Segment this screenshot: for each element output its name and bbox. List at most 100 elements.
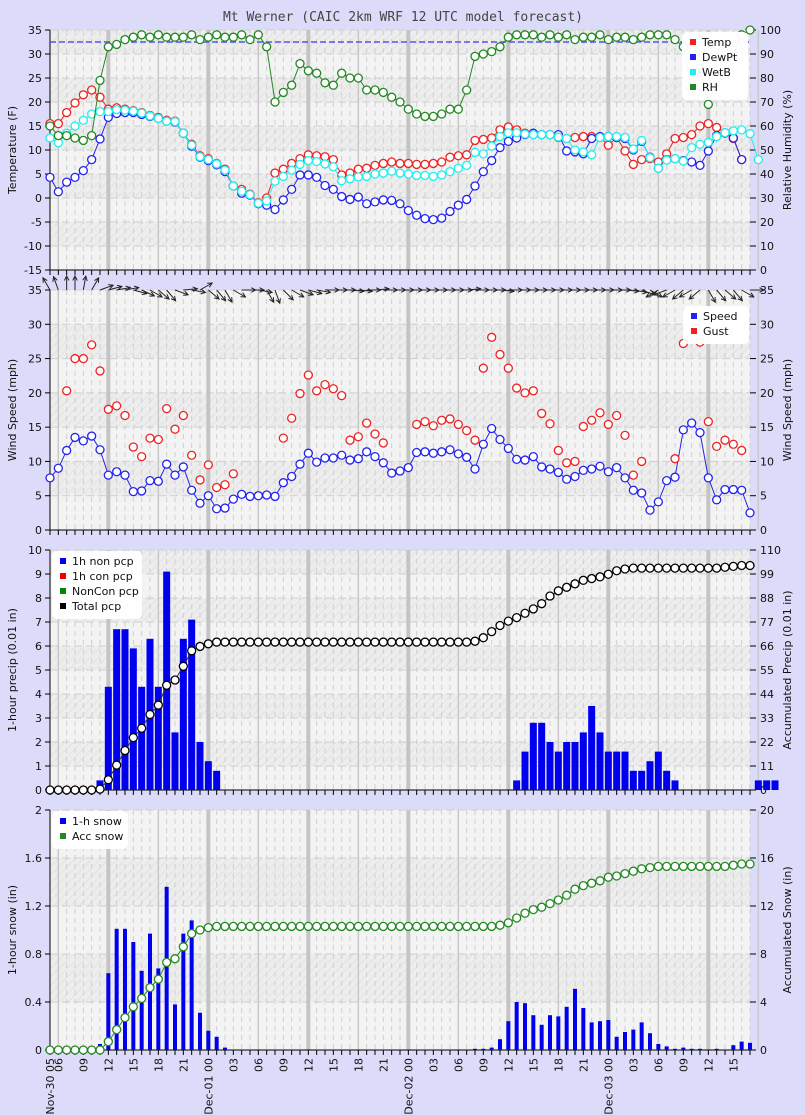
data-point [103,775,113,785]
wind-direction-arrow [174,289,189,296]
legend-swatch [690,69,696,75]
data-point [353,73,363,83]
data-point [87,109,97,119]
data-point [112,1024,122,1035]
bar-1h-non-pcp [546,742,554,790]
data-point [370,160,380,171]
data-point [312,68,322,78]
data-point [412,170,422,181]
bar-1-h-snow [523,1003,527,1050]
legend-swatch [60,573,66,579]
wind-direction-arrow [291,289,305,298]
data-point [253,637,263,647]
data-point [428,637,438,647]
data-point [287,471,297,482]
data-point [103,106,113,117]
data-point [412,109,422,119]
data-point [128,106,138,116]
x-tick-label: 03 [427,1058,440,1072]
plot-band [50,598,750,622]
data-point [670,34,680,45]
data-point [153,113,163,123]
data-point [403,104,413,114]
bar-1-h-snow [598,1021,602,1050]
arrowhead-icon [170,295,177,302]
data-point [370,197,380,207]
data-point [512,913,522,923]
bar-1-h-snow [539,1024,544,1050]
data-point [78,115,88,125]
legend-label: NonCon pcp [72,585,139,598]
data-point [328,80,338,90]
y2-tick-label: 25 [760,353,774,366]
bar-1-h-snow [631,1029,636,1050]
data-point [553,586,563,596]
data-point [295,58,305,69]
data-point [353,192,363,202]
data-point [345,194,355,205]
data-point [378,87,388,98]
data-point [445,152,455,162]
arrowhead-icon [671,294,678,300]
data-point [95,784,105,794]
data-point [337,176,347,186]
x-tick-label: 15 [527,1058,540,1072]
data-point [312,386,322,396]
bar-1-h-snow [673,1048,677,1050]
data-point [287,80,297,90]
y-tick-label: 10 [28,455,42,468]
data-point [412,637,422,647]
bar-1-h-snow [498,1039,502,1050]
data-point [353,172,363,182]
data-point [103,1036,113,1047]
bar-1h-non-pcp [179,638,187,790]
y2-tick-label: 0 [760,524,767,537]
data-point [495,920,505,930]
y2-tick-label: 12 [760,900,774,913]
y2-tick-label: 35 [760,284,774,297]
data-point [228,32,238,42]
bar-1h-non-pcp [113,629,121,790]
data-point [237,921,247,932]
data-point [320,379,330,390]
data-point [437,447,447,457]
data-point [628,34,638,45]
data-point [670,153,680,164]
data-point [303,921,313,932]
data-point [70,172,80,183]
wind-direction-arrow [208,289,220,300]
data-point [528,386,538,396]
data-point [403,158,413,169]
data-point [570,884,580,894]
data-point [462,194,472,205]
data-point [612,871,622,881]
wind-direction-arrow [732,289,743,302]
data-point [712,131,722,142]
data-point [603,131,613,142]
wind-direction-arrow [91,277,100,291]
bar-1h-non-pcp [188,619,196,790]
data-point [287,921,297,932]
data-point [703,118,713,129]
arrowhead-icon [72,274,78,281]
arrowhead-icon [200,289,207,295]
y2-tick-label: 55 [760,664,774,677]
data-point [678,861,688,872]
y-tick-label: 0 [35,524,42,537]
data-point [428,421,438,431]
y2-tick-label: 50 [760,144,774,157]
x-tick-label: 18 [152,1058,165,1072]
data-point [387,157,397,167]
data-point [203,639,213,649]
data-point [420,159,430,170]
bar-1h-non-pcp [538,722,546,790]
data-point [737,560,747,571]
bar-1h-non-pcp [671,780,679,790]
data-point [370,169,380,179]
data-point [195,34,205,45]
data-point [403,637,413,647]
y-tick-label: 20 [28,96,42,109]
data-point [728,439,738,449]
bar-1-h-snow [206,1030,211,1050]
data-point [637,456,647,467]
